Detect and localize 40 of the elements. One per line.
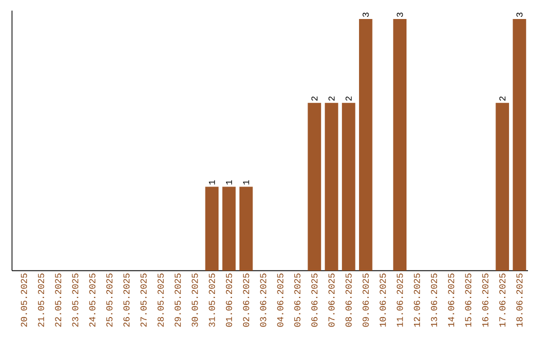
x-tick-label: 04.06.2025 xyxy=(277,274,284,327)
x-tick-label: 28.05.2025 xyxy=(158,274,164,327)
x-tick-label: 10.06.2025 xyxy=(380,274,386,327)
x-tick-label: 15.06.2025 xyxy=(465,274,472,327)
x-tick-label: 23.05.2025 xyxy=(72,274,78,327)
x-tick-label: 11.06.2025 xyxy=(396,274,403,327)
data-label: 2 xyxy=(346,96,352,101)
x-tick-label: 20.05.2025 xyxy=(20,274,28,327)
x-tick-label: 22.05.2025 xyxy=(55,274,62,327)
x-tick-label: 12.06.2025 xyxy=(414,274,420,327)
x-tick-label: 06.06.2025 xyxy=(311,274,318,327)
x-tick-label: 29.05.2025 xyxy=(174,274,181,327)
x-tick-label: 25.05.2025 xyxy=(106,274,112,327)
data-label: 2 xyxy=(311,96,318,101)
x-tick-label: 30.05.2025 xyxy=(192,274,198,327)
data-label: 1 xyxy=(226,180,232,185)
x-tick-label: 09.06.2025 xyxy=(362,274,369,327)
x-tick-label: 17.06.2025 xyxy=(499,274,506,327)
x-tick-label: 18.06.2025 xyxy=(516,274,523,327)
x-tick-label: 03.06.2025 xyxy=(260,274,266,327)
x-tick-label: 07.06.2025 xyxy=(328,274,335,327)
x-tick-label: 01.06.2025 xyxy=(226,274,232,327)
x-tick-label: 27.05.2025 xyxy=(140,274,147,327)
data-label: 1 xyxy=(208,180,215,185)
data-label: 2 xyxy=(499,96,506,101)
x-tick-label: 08.06.2025 xyxy=(346,274,352,327)
data-label: 3 xyxy=(516,12,523,17)
data-label: 1 xyxy=(243,180,250,185)
x-tick-label: 02.06.2025 xyxy=(243,274,250,327)
data-label: 3 xyxy=(362,12,369,17)
x-tick-label: 21.05.2025 xyxy=(38,274,44,327)
x-tick-label: 13.06.2025 xyxy=(430,274,438,327)
data-label: 2 xyxy=(328,96,335,101)
x-tick-label: 31.05.2025 xyxy=(208,274,215,327)
x-tick-label: 16.06.2025 xyxy=(482,274,488,327)
data-label: 3 xyxy=(396,12,403,17)
x-tick-label: 26.05.2025 xyxy=(123,274,130,327)
x-tick-label: 14.06.2025 xyxy=(448,274,454,327)
x-tick-label: 05.06.2025 xyxy=(294,274,300,327)
x-tick-label: 24.05.2025 xyxy=(89,274,96,327)
